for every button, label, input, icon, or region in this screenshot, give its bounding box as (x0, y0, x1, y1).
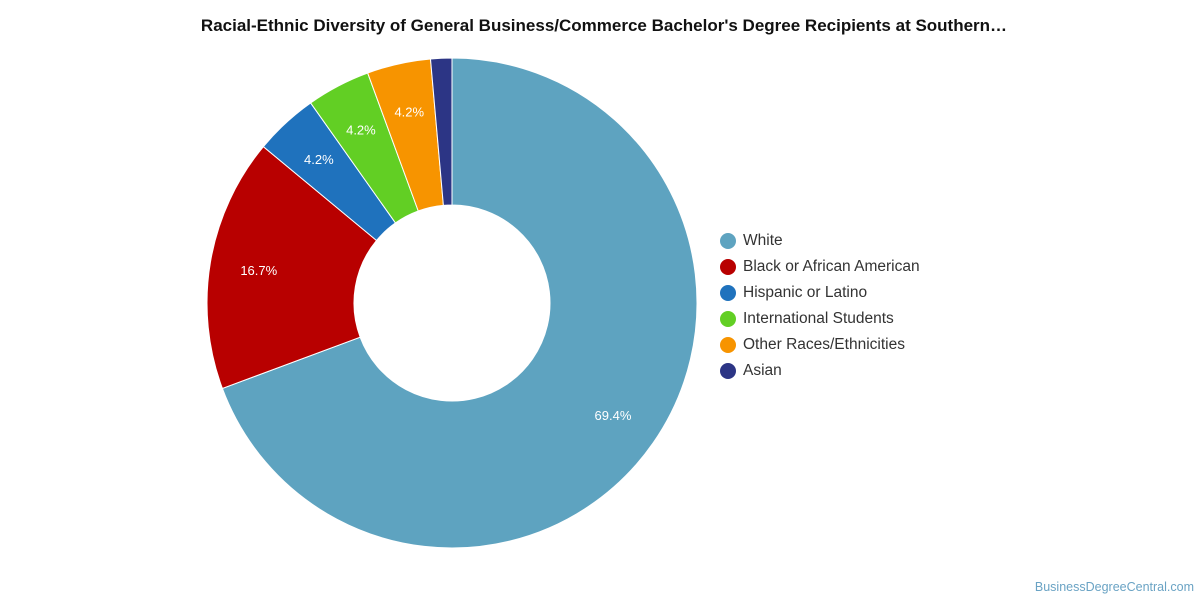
legend-swatch-white (720, 233, 736, 249)
legend-item-white[interactable]: White (720, 228, 920, 254)
legend-swatch-black (720, 259, 736, 275)
data-label-international-students: 4.2% (346, 122, 376, 137)
legend-item-other[interactable]: Other Races/Ethnicities (720, 332, 920, 358)
legend-item-black[interactable]: Black or African American (720, 254, 920, 280)
slice-black-or-african-american[interactable] (206, 145, 378, 390)
data-label-other-races-ethnicities: 4.2% (394, 105, 424, 120)
legend-item-asian[interactable]: Asian (720, 358, 920, 384)
legend-label-hispanic: Hispanic or Latino (743, 284, 868, 301)
legend-label-black: Black or African American (743, 258, 920, 275)
legend-swatch-international (720, 311, 736, 327)
legend-item-hispanic[interactable]: Hispanic or Latino (720, 280, 920, 306)
legend-item-international[interactable]: International Students (720, 306, 920, 332)
legend-swatch-other (720, 337, 736, 353)
legend-swatch-asian (720, 363, 736, 379)
slice-white[interactable] (221, 57, 698, 549)
legend-label-other: Other Races/Ethnicities (743, 336, 905, 353)
data-label-hispanic-or-latino: 4.2% (304, 152, 334, 167)
legend-label-white: White (743, 232, 783, 249)
chart-legend: White Black or African American Hispanic… (720, 228, 920, 384)
data-label-black-or-african-american: 16.7% (240, 263, 277, 278)
source-credit-link[interactable]: BusinessDegreeCentral.com (1034, 580, 1194, 594)
legend-swatch-hispanic (720, 285, 736, 301)
legend-label-asian: Asian (743, 362, 782, 379)
legend-label-international: International Students (743, 310, 894, 327)
slice-asian[interactable] (429, 57, 453, 206)
chart-title: Racial-Ethnic Diversity of General Busin… (200, 16, 1008, 35)
data-label-white: 69.4% (595, 408, 632, 423)
